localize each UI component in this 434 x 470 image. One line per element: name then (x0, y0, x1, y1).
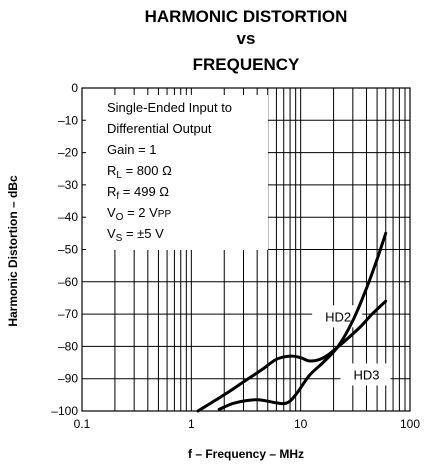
x-tick-label: 0.1 (74, 417, 91, 431)
y-tick-label: –30 (58, 178, 78, 192)
condition-rl: RL = 800 Ω (107, 163, 172, 181)
condition-vo: VO = 2 VPP (107, 205, 171, 223)
condition-vs: VS = ±5 V (107, 226, 164, 244)
series-line-hd3 (196, 299, 388, 413)
condition-output-type: Differential Output (107, 121, 212, 136)
y-tick-label: –90 (58, 372, 78, 386)
series-label-bg (312, 305, 363, 328)
x-axis-label: f – Frequency – MHz (188, 447, 304, 461)
plot-frame (81, 87, 411, 412)
y-tick-label: –20 (58, 146, 78, 160)
conditions-text: Single-Ended Input to Differential Outpu… (107, 100, 232, 244)
x-tick-label: 10 (294, 417, 308, 431)
series-line-hd2 (217, 231, 388, 411)
series-label: HD2 (325, 309, 351, 324)
y-tick-label: –50 (58, 243, 78, 257)
condition-input-type: Single-Ended Input to (107, 100, 232, 115)
y-tick-label: –10 (58, 113, 78, 127)
chart-title-line-2: vs (237, 29, 256, 48)
y-tick-label: –80 (58, 339, 78, 353)
y-tick-labels: 0 –10 –20 –30 –40 –50 –60 –70 –80 –90 –100 (51, 81, 78, 418)
series-labels: HD2 HD3 (312, 305, 391, 386)
x-tick-label: 1 (188, 417, 195, 431)
chart-title-line-3: FREQUENCY (193, 55, 300, 74)
conditions-box (86, 95, 268, 250)
y-tick-label: 0 (71, 81, 78, 95)
chart-title-line-1: HARMONIC DISTORTION (145, 7, 348, 26)
y-tick-label: –60 (58, 275, 78, 289)
y-tick-label: –70 (58, 307, 78, 321)
y-axis-label: Harmonic Distortion – dBc (6, 175, 20, 327)
y-tick-label: –40 (58, 210, 78, 224)
condition-gain: Gain = 1 (107, 142, 157, 157)
series-lines (196, 231, 388, 413)
condition-rf: Rf = 499 Ω (107, 184, 169, 202)
x-tick-labels: 0.1 1 10 100 (74, 417, 421, 431)
y-tick-label: –100 (51, 404, 78, 418)
series-label: HD3 (353, 367, 379, 382)
x-tick-label: 100 (400, 417, 420, 431)
series-label-bg (340, 363, 391, 386)
